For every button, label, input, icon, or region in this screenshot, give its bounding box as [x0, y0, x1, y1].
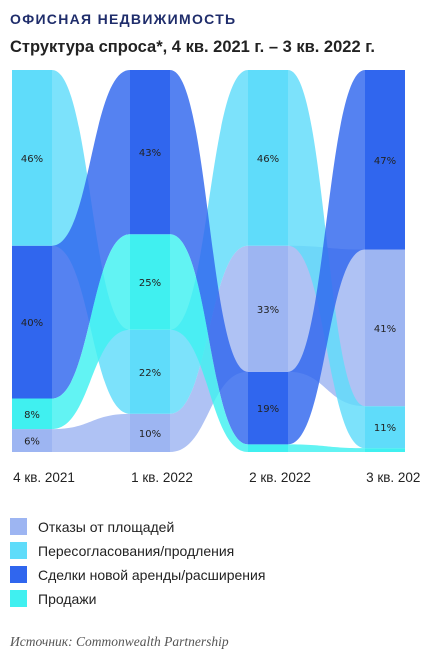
ribbon-new-leases-2	[288, 70, 365, 445]
value-label-new-leases-1: 43%	[139, 148, 161, 159]
bar-segment-new-leases-1	[130, 70, 170, 235]
value-label-sales-1: 25%	[139, 278, 161, 289]
bar-segment-new-leases-0	[12, 245, 52, 399]
category-labels: 4 кв. 2021 1 кв. 2022 2 кв. 2022 3 кв. 2022	[13, 470, 421, 485]
bar-segment-sales-2	[248, 444, 288, 452]
category-label-3: 3 кв. 2022	[366, 470, 421, 485]
ribbon-sales-1	[170, 234, 248, 452]
stacked-bars	[12, 70, 405, 452]
value-label-new-leases-3: 47%	[374, 156, 396, 167]
value-label-refusals-0: 6%	[24, 437, 40, 448]
value-labels: 6% 8% 40% 46% 10% 22% 25% 43% 19% 33% 46% 11% 41% 47%	[21, 148, 396, 447]
legend-label-refusals: Отказы от площадей	[38, 519, 175, 535]
bar-segment-refusals-1	[130, 413, 170, 452]
bar-segment-new-leases-2	[248, 371, 288, 445]
bar-segment-renegotiations-0	[12, 70, 52, 246]
ribbon-new-leases-1	[170, 70, 248, 445]
bar-segment-sales-0	[12, 398, 52, 430]
ribbon-sales-2	[288, 444, 365, 452]
value-label-refusals-3: 41%	[374, 324, 396, 335]
category-label-1: 1 кв. 2022	[131, 470, 193, 485]
value-label-refusals-1: 10%	[139, 429, 161, 440]
bar-segment-renegotiations-3	[365, 406, 405, 449]
bar-segment-refusals-0	[12, 429, 52, 452]
legend-item-refusals: Отказы от площадей	[10, 518, 390, 536]
bar-segment-renegotiations-1	[130, 329, 170, 414]
flow-ribbons	[52, 70, 365, 452]
chart-title: Структура спроса*, 4 кв. 2021 г. – 3 кв.…	[10, 38, 376, 56]
bar-segment-new-leases-3	[365, 70, 405, 250]
legend-swatch-new-leases	[10, 566, 27, 583]
bar-segment-sales-3	[365, 448, 405, 452]
legend-item-new-leases: Сделки новой аренды/расширения	[10, 566, 390, 584]
value-label-renegotiations-1: 22%	[139, 368, 161, 379]
value-label-renegotiations-3: 11%	[374, 423, 396, 434]
legend-label-sales: Продажи	[38, 591, 97, 607]
legend-label-new-leases: Сделки новой аренды/расширения	[38, 567, 266, 583]
value-label-new-leases-2: 19%	[257, 404, 279, 415]
source-note: Источник: Commonwealth Partnership	[10, 634, 229, 649]
chart-kicker: ОФИСНАЯ НЕДВИЖИМОСТЬ	[10, 11, 237, 27]
category-label-2: 2 кв. 2022	[249, 470, 311, 485]
bar-segment-refusals-2	[248, 245, 288, 372]
ribbon-new-leases-0	[52, 70, 130, 399]
value-label-new-leases-0: 40%	[21, 318, 43, 329]
value-label-renegotiations-0: 46%	[21, 154, 43, 165]
legend-item-renegotiations: Пересогласования/продления	[10, 542, 390, 560]
value-label-refusals-2: 33%	[257, 305, 279, 316]
value-label-sales-0: 8%	[24, 410, 40, 421]
legend-item-sales: Продажи	[10, 590, 390, 608]
demand-structure-chart: 6% 8% 40% 46% 10% 22% 25% 43% 19% 33% 46% 11% 41% 47%…	[12, 70, 421, 485]
legend-label-renegotiations: Пересогласования/продления	[38, 543, 235, 559]
bar-segment-renegotiations-2	[248, 70, 288, 246]
value-label-renegotiations-2: 46%	[257, 154, 279, 165]
category-label-0: 4 кв. 2021	[13, 470, 75, 485]
bar-segment-refusals-3	[365, 249, 405, 407]
bar-segment-sales-1	[130, 234, 170, 330]
ribbon-refusals-0	[52, 413, 130, 452]
legend-swatch-refusals	[10, 518, 27, 535]
legend-swatch-sales	[10, 590, 27, 607]
legend-swatch-renegotiations	[10, 542, 27, 559]
ribbon-sales-0	[52, 234, 130, 430]
